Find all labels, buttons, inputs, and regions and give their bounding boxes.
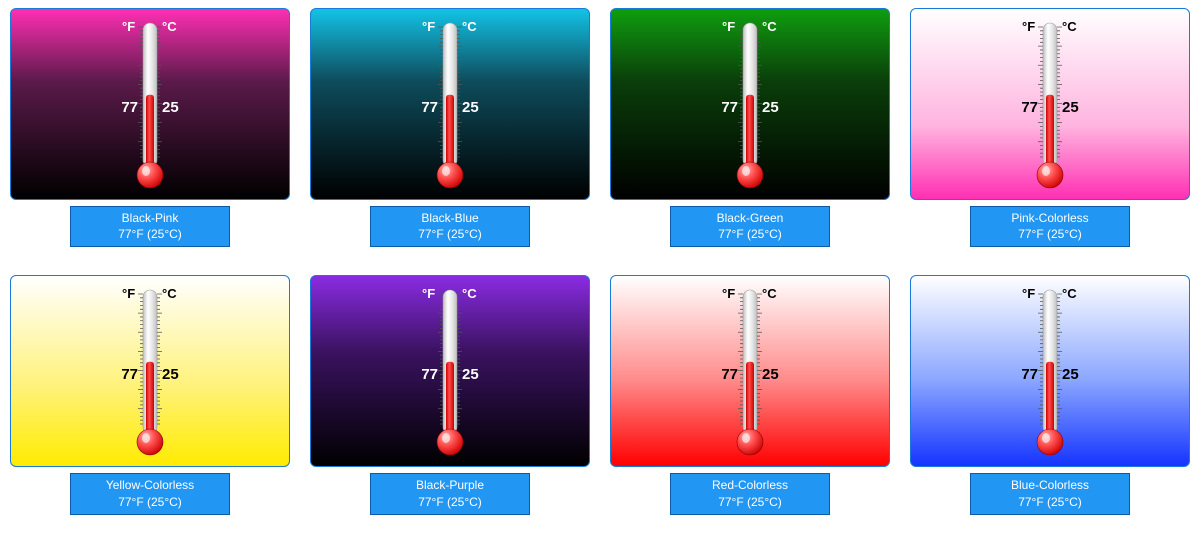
swatch-cell-blue-colorless: °F °C 77 25 Blue-Colo (908, 275, 1192, 514)
caption-name: Black-Blue (375, 210, 525, 226)
thermometer-overlay: °F °C 77 25 (690, 282, 810, 462)
caption-black-pink: Black-Pink 77°F (25°C) (70, 206, 230, 247)
swatch-black-pink[interactable]: °F °C 77 25 (10, 8, 290, 200)
thermometer-overlay: °F °C 77 25 (390, 282, 510, 462)
caption-name: Black-Purple (375, 477, 525, 493)
caption-name: Yellow-Colorless (75, 477, 225, 493)
unit-f-label: °F (422, 286, 435, 301)
value-c: 25 (1062, 366, 1079, 383)
thermometer-overlay: °F °C 77 25 (990, 282, 1110, 462)
caption-blue-colorless: Blue-Colorless 77°F (25°C) (970, 473, 1130, 514)
unit-c-label: °C (762, 286, 777, 301)
value-c: 25 (462, 99, 479, 116)
value-c: 25 (1062, 99, 1079, 116)
value-c: 25 (762, 99, 779, 116)
thermometer-overlay: °F °C 77 25 (390, 15, 510, 195)
thermometer-icon (132, 21, 168, 191)
unit-f-label: °F (122, 19, 135, 34)
caption-temp: 77°F (25°C) (375, 494, 525, 510)
caption-name: Black-Pink (75, 210, 225, 226)
thermometer-overlay: °F °C 77 25 (90, 282, 210, 462)
thermometer-icon (732, 288, 768, 458)
value-f: 77 (721, 99, 738, 116)
thermometer-icon (1032, 288, 1068, 458)
caption-name: Pink-Colorless (975, 210, 1125, 226)
unit-f-label: °F (1022, 19, 1035, 34)
swatch-cell-red-colorless: °F °C 77 25 Red-Color (608, 275, 892, 514)
unit-c-label: °C (462, 19, 477, 34)
unit-c-label: °C (1062, 19, 1077, 34)
value-f: 77 (121, 366, 138, 383)
value-f: 77 (421, 99, 438, 116)
value-f: 77 (421, 366, 438, 383)
value-c: 25 (162, 99, 179, 116)
swatch-cell-yellow-colorless: °F °C 77 25 Yellow-Co (8, 275, 292, 514)
value-c: 25 (462, 366, 479, 383)
unit-c-label: °C (162, 19, 177, 34)
swatch-red-colorless[interactable]: °F °C 77 25 (610, 275, 890, 467)
unit-c-label: °C (762, 19, 777, 34)
unit-f-label: °F (722, 286, 735, 301)
swatch-pink-colorless[interactable]: °F °C 77 25 (910, 8, 1190, 200)
value-c: 25 (162, 366, 179, 383)
caption-temp: 77°F (25°C) (375, 226, 525, 242)
caption-temp: 77°F (25°C) (675, 226, 825, 242)
swatch-grid: °F °C 77 25 Black-Pin (8, 8, 1192, 515)
caption-black-purple: Black-Purple 77°F (25°C) (370, 473, 530, 514)
value-f: 77 (721, 366, 738, 383)
caption-name: Red-Colorless (675, 477, 825, 493)
swatch-black-blue[interactable]: °F °C 77 25 (310, 8, 590, 200)
swatch-cell-black-purple: °F °C 77 25 Black-Pur (308, 275, 592, 514)
caption-temp: 77°F (25°C) (75, 226, 225, 242)
swatch-cell-black-blue: °F °C 77 25 Black-Blu (308, 8, 592, 247)
unit-c-label: °C (162, 286, 177, 301)
swatch-cell-black-green: °F °C 77 25 Black-Gre (608, 8, 892, 247)
thermometer-overlay: °F °C 77 25 (690, 15, 810, 195)
swatch-black-green[interactable]: °F °C 77 25 (610, 8, 890, 200)
thermometer-overlay: °F °C 77 25 (990, 15, 1110, 195)
value-f: 77 (1021, 366, 1038, 383)
caption-yellow-colorless: Yellow-Colorless 77°F (25°C) (70, 473, 230, 514)
thermometer-icon (1032, 21, 1068, 191)
unit-f-label: °F (1022, 286, 1035, 301)
caption-temp: 77°F (25°C) (675, 494, 825, 510)
swatch-yellow-colorless[interactable]: °F °C 77 25 (10, 275, 290, 467)
caption-black-blue: Black-Blue 77°F (25°C) (370, 206, 530, 247)
unit-f-label: °F (422, 19, 435, 34)
unit-c-label: °C (1062, 286, 1077, 301)
thermometer-icon (432, 21, 468, 191)
unit-f-label: °F (722, 19, 735, 34)
caption-temp: 77°F (25°C) (975, 226, 1125, 242)
unit-f-label: °F (122, 286, 135, 301)
thermometer-overlay: °F °C 77 25 (90, 15, 210, 195)
value-f: 77 (1021, 99, 1038, 116)
value-f: 77 (121, 99, 138, 116)
swatch-cell-pink-colorless: °F °C 77 25 Pink-Colo (908, 8, 1192, 247)
caption-temp: 77°F (25°C) (975, 494, 1125, 510)
thermometer-icon (132, 288, 168, 458)
swatch-cell-black-pink: °F °C 77 25 Black-Pin (8, 8, 292, 247)
swatch-blue-colorless[interactable]: °F °C 77 25 (910, 275, 1190, 467)
caption-temp: 77°F (25°C) (75, 494, 225, 510)
caption-red-colorless: Red-Colorless 77°F (25°C) (670, 473, 830, 514)
swatch-black-purple[interactable]: °F °C 77 25 (310, 275, 590, 467)
caption-name: Black-Green (675, 210, 825, 226)
caption-name: Blue-Colorless (975, 477, 1125, 493)
unit-c-label: °C (462, 286, 477, 301)
thermometer-icon (432, 288, 468, 458)
thermometer-icon (732, 21, 768, 191)
caption-black-green: Black-Green 77°F (25°C) (670, 206, 830, 247)
caption-pink-colorless: Pink-Colorless 77°F (25°C) (970, 206, 1130, 247)
value-c: 25 (762, 366, 779, 383)
